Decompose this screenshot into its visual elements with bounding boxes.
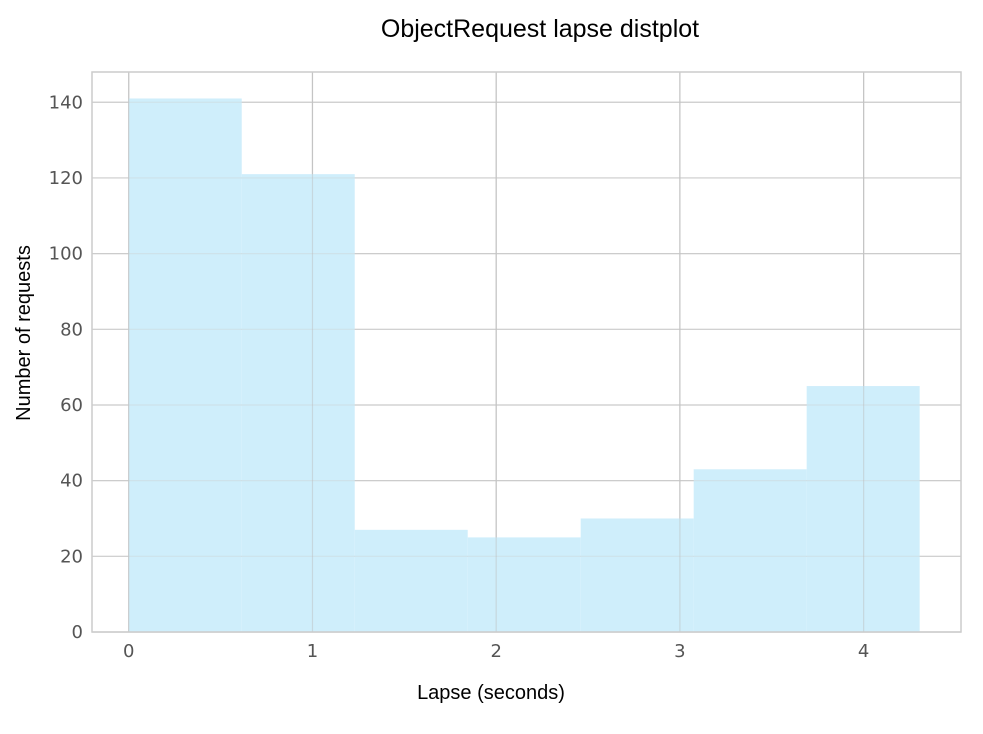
y-tick-label: 100 [49, 244, 83, 265]
vertical-grid-lines [92, 72, 961, 633]
y-tick-label: 0 [72, 622, 83, 643]
x-tick-label: 0 [123, 641, 134, 662]
y-tick-label: 40 [60, 471, 83, 492]
y-tick-label: 120 [49, 168, 83, 189]
x-tick-label: 1 [307, 641, 318, 662]
histogram-bar [128, 98, 242, 632]
y-tick-label: 20 [60, 546, 83, 567]
y-tick-labels: 0 20 40 60 80 100 120 140 [49, 92, 83, 643]
chart-title: ObjectRequest lapse distplot [381, 15, 699, 43]
histogram-bar [580, 518, 694, 632]
y-tick-label: 140 [49, 92, 83, 113]
histogram-bar [806, 386, 920, 632]
x-tick-label: 4 [858, 641, 869, 662]
plot-frame [91, 71, 962, 633]
histogram-bars [128, 98, 920, 632]
histogram-bar [354, 529, 468, 632]
x-tick-labels: 0 1 2 3 4 [123, 641, 869, 662]
x-tick-label: 2 [490, 641, 501, 662]
x-tick-label: 3 [674, 641, 685, 662]
x-axis-label: Lapse (seconds) [417, 682, 565, 704]
y-axis-label: Number of requests [13, 245, 35, 421]
histogram-bar [693, 469, 807, 632]
y-tick-label: 80 [60, 319, 83, 340]
y-tick-label: 60 [60, 395, 83, 416]
histogram-bar [467, 537, 581, 632]
histogram-bar [241, 174, 355, 632]
